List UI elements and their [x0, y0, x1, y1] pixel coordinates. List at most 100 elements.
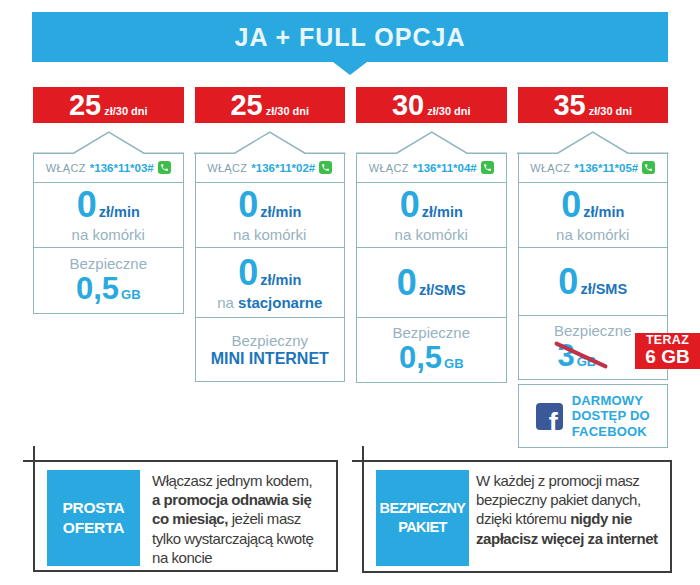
data-label: Bezpieczne: [392, 324, 470, 341]
page-title: JA + FULL OPCJA: [234, 23, 465, 52]
zero-unit: zł/SMS: [419, 282, 466, 298]
internet-row: Bezpieczny MINI INTERNET: [196, 317, 345, 381]
calls-subject: na komórki: [72, 226, 145, 243]
plan-column-2: 25zł/30 dni WŁĄCZ *136*11*02# 0zł/min na…: [195, 87, 346, 382]
plan-column-1: 25zł/30 dni WŁĄCZ *136*11*03# 0zł/min na…: [33, 87, 184, 314]
facebook-icon: f: [536, 403, 563, 430]
zero-unit: zł/min: [260, 204, 301, 220]
panel-pointer: [33, 131, 185, 154]
data-row: Bezpieczne 0,5GB: [357, 317, 506, 382]
text-line-bold: a promocja odnawia się: [152, 491, 311, 508]
plan-column-4: 35zł/30 dni WŁĄCZ *136*11*05# 0zł/min na…: [518, 87, 669, 448]
facebook-letter: f: [549, 410, 558, 430]
data-unit: GB: [121, 287, 141, 302]
price-period: zł/30 dni: [266, 105, 309, 117]
plan-column-3: 30zł/30 dni WŁĄCZ *136*11*04# 0zł/min na…: [356, 87, 507, 383]
text-line-bold: nigdy nie: [570, 510, 632, 527]
price-period: zł/30 dni: [104, 105, 147, 117]
data-label: Bezpieczne: [69, 255, 147, 272]
facebook-line3: FACEBOOK: [572, 424, 647, 439]
activation-row: WŁĄCZ *136*11*02#: [196, 153, 345, 182]
zero-value: 0: [397, 265, 417, 301]
calls-subject: na komórki: [233, 226, 306, 243]
plan-panel: WŁĄCZ *136*11*02# 0zł/min na komórki 0zł…: [195, 153, 346, 382]
zero-unit: zł/SMS: [580, 281, 627, 297]
crop-mark-horizontal: [23, 460, 35, 462]
zero-unit: zł/min: [583, 204, 624, 220]
callout-badge: PROSTA OFERTA: [47, 470, 140, 566]
plan-price: 30zł/30 dni: [356, 87, 507, 123]
activate-label: WŁĄCZ: [207, 162, 247, 174]
data-row: Bezpieczne 0,5GB: [34, 247, 183, 313]
internet-name: MINI INTERNET: [211, 350, 329, 368]
callout-badge: BEZPIECZNY PAKIET: [376, 470, 469, 566]
landline-row: 0zł/min na stacjonarne: [196, 247, 345, 317]
data-amount: 0,5: [76, 272, 119, 306]
data-unit: GB: [444, 356, 464, 371]
price-period: zł/30 dni: [589, 105, 632, 117]
calls-row: 0zł/min na komórki: [196, 182, 345, 247]
zero-unit: zł/min: [260, 272, 301, 288]
text-line-bold: co miesiąc,: [152, 510, 228, 527]
facebook-line2: DOSTĘP DO: [572, 408, 650, 423]
zero-value: 0: [238, 187, 258, 223]
text-line: jeżeli masz: [228, 510, 301, 527]
calls-row: 0zł/min na komórki: [34, 182, 183, 247]
callout-text: W każdej z promocji masz bezpieczny paki…: [476, 471, 658, 548]
zero-value: 0: [238, 255, 258, 291]
badge-line1: BEZPIECZNY: [380, 499, 466, 518]
plan-panel: WŁĄCZ *136*11*05# 0zł/min na komórki 0zł…: [518, 153, 669, 380]
badge-new-amount: 6 GB: [645, 347, 689, 368]
plan-panel: WŁĄCZ *136*11*03# 0zł/min na komórki Bez…: [33, 153, 184, 314]
facebook-line1: DARMOWY: [572, 393, 643, 408]
text-line: na koncie: [152, 549, 212, 566]
plans-grid: 25zł/30 dni WŁĄCZ *136*11*03# 0zł/min na…: [33, 87, 668, 448]
phone-icon: [642, 161, 655, 174]
activation-row: WŁĄCZ *136*11*03#: [34, 153, 183, 182]
promo-badge: TERAZ 6 GB: [635, 333, 700, 369]
activate-code: *136*11*02#: [251, 162, 315, 174]
promo-page: JA + FULL OPCJA 25zł/30 dni WŁĄCZ *136*1…: [0, 0, 700, 585]
plan-price: 25 zł/30 dni: [195, 87, 346, 123]
zero-value: 0: [77, 187, 97, 223]
header-banner: JA + FULL OPCJA: [32, 12, 668, 62]
price-amount: 25: [69, 89, 101, 121]
calls-subject: na komórki: [395, 226, 468, 243]
badge-line2: OFERTA: [63, 518, 124, 538]
promo-data-row: Bezpieczne 3GB TERAZ 6 GB: [519, 315, 668, 379]
panel-pointer: [517, 131, 669, 154]
badge-now-label: TERAZ: [646, 334, 689, 348]
callout-text: Włączasz jednym kodem, a promocja odnawi…: [152, 471, 313, 567]
phone-icon: [481, 161, 494, 174]
zero-unit: zł/min: [422, 204, 463, 220]
activation-row: WŁĄCZ *136*11*05#: [519, 153, 668, 182]
zero-value: 0: [400, 187, 420, 223]
price-amount: 30: [392, 89, 424, 121]
callout-bezpieczny-pakiet: BEZPIECZNY PAKIET W każdej z promocji ma…: [362, 460, 672, 573]
panel-pointer: [356, 131, 508, 154]
facebook-text: DARMOWY DOSTĘP DO FACEBOOK: [572, 393, 650, 439]
sms-row: 0zł/SMS: [357, 247, 506, 317]
text-line: dzięki któremu: [476, 510, 570, 527]
activate-code: *136*11*03#: [90, 162, 154, 174]
calls-subject: na komórki: [556, 226, 629, 243]
price-amount: 35: [553, 89, 585, 121]
callout-prosta-oferta: PROSTA OFERTA Włączasz jednym kodem, a p…: [33, 460, 338, 572]
text-line: tylko wystarczającą kwotę: [152, 530, 313, 547]
zero-value: 0: [561, 187, 581, 223]
phone-icon: [158, 161, 171, 174]
zero-value: 0: [558, 264, 578, 300]
zero-unit: zł/min: [99, 204, 140, 220]
activate-label: WŁĄCZ: [46, 162, 86, 174]
internet-label: Bezpieczny: [231, 332, 308, 349]
activation-row: WŁĄCZ *136*11*04#: [357, 153, 506, 182]
price-amount: 25: [230, 89, 262, 121]
phone-icon: [319, 161, 332, 174]
data-amount: 0,5: [399, 341, 442, 375]
badge-line1: PROSTA: [62, 498, 124, 518]
facebook-box: f DARMOWY DOSTĘP DO FACEBOOK: [518, 384, 669, 448]
activate-label: WŁĄCZ: [369, 162, 409, 174]
activate-label: WŁĄCZ: [530, 162, 570, 174]
data-label: Bezpieczne: [554, 322, 632, 339]
landline-prefix: na: [217, 294, 238, 311]
